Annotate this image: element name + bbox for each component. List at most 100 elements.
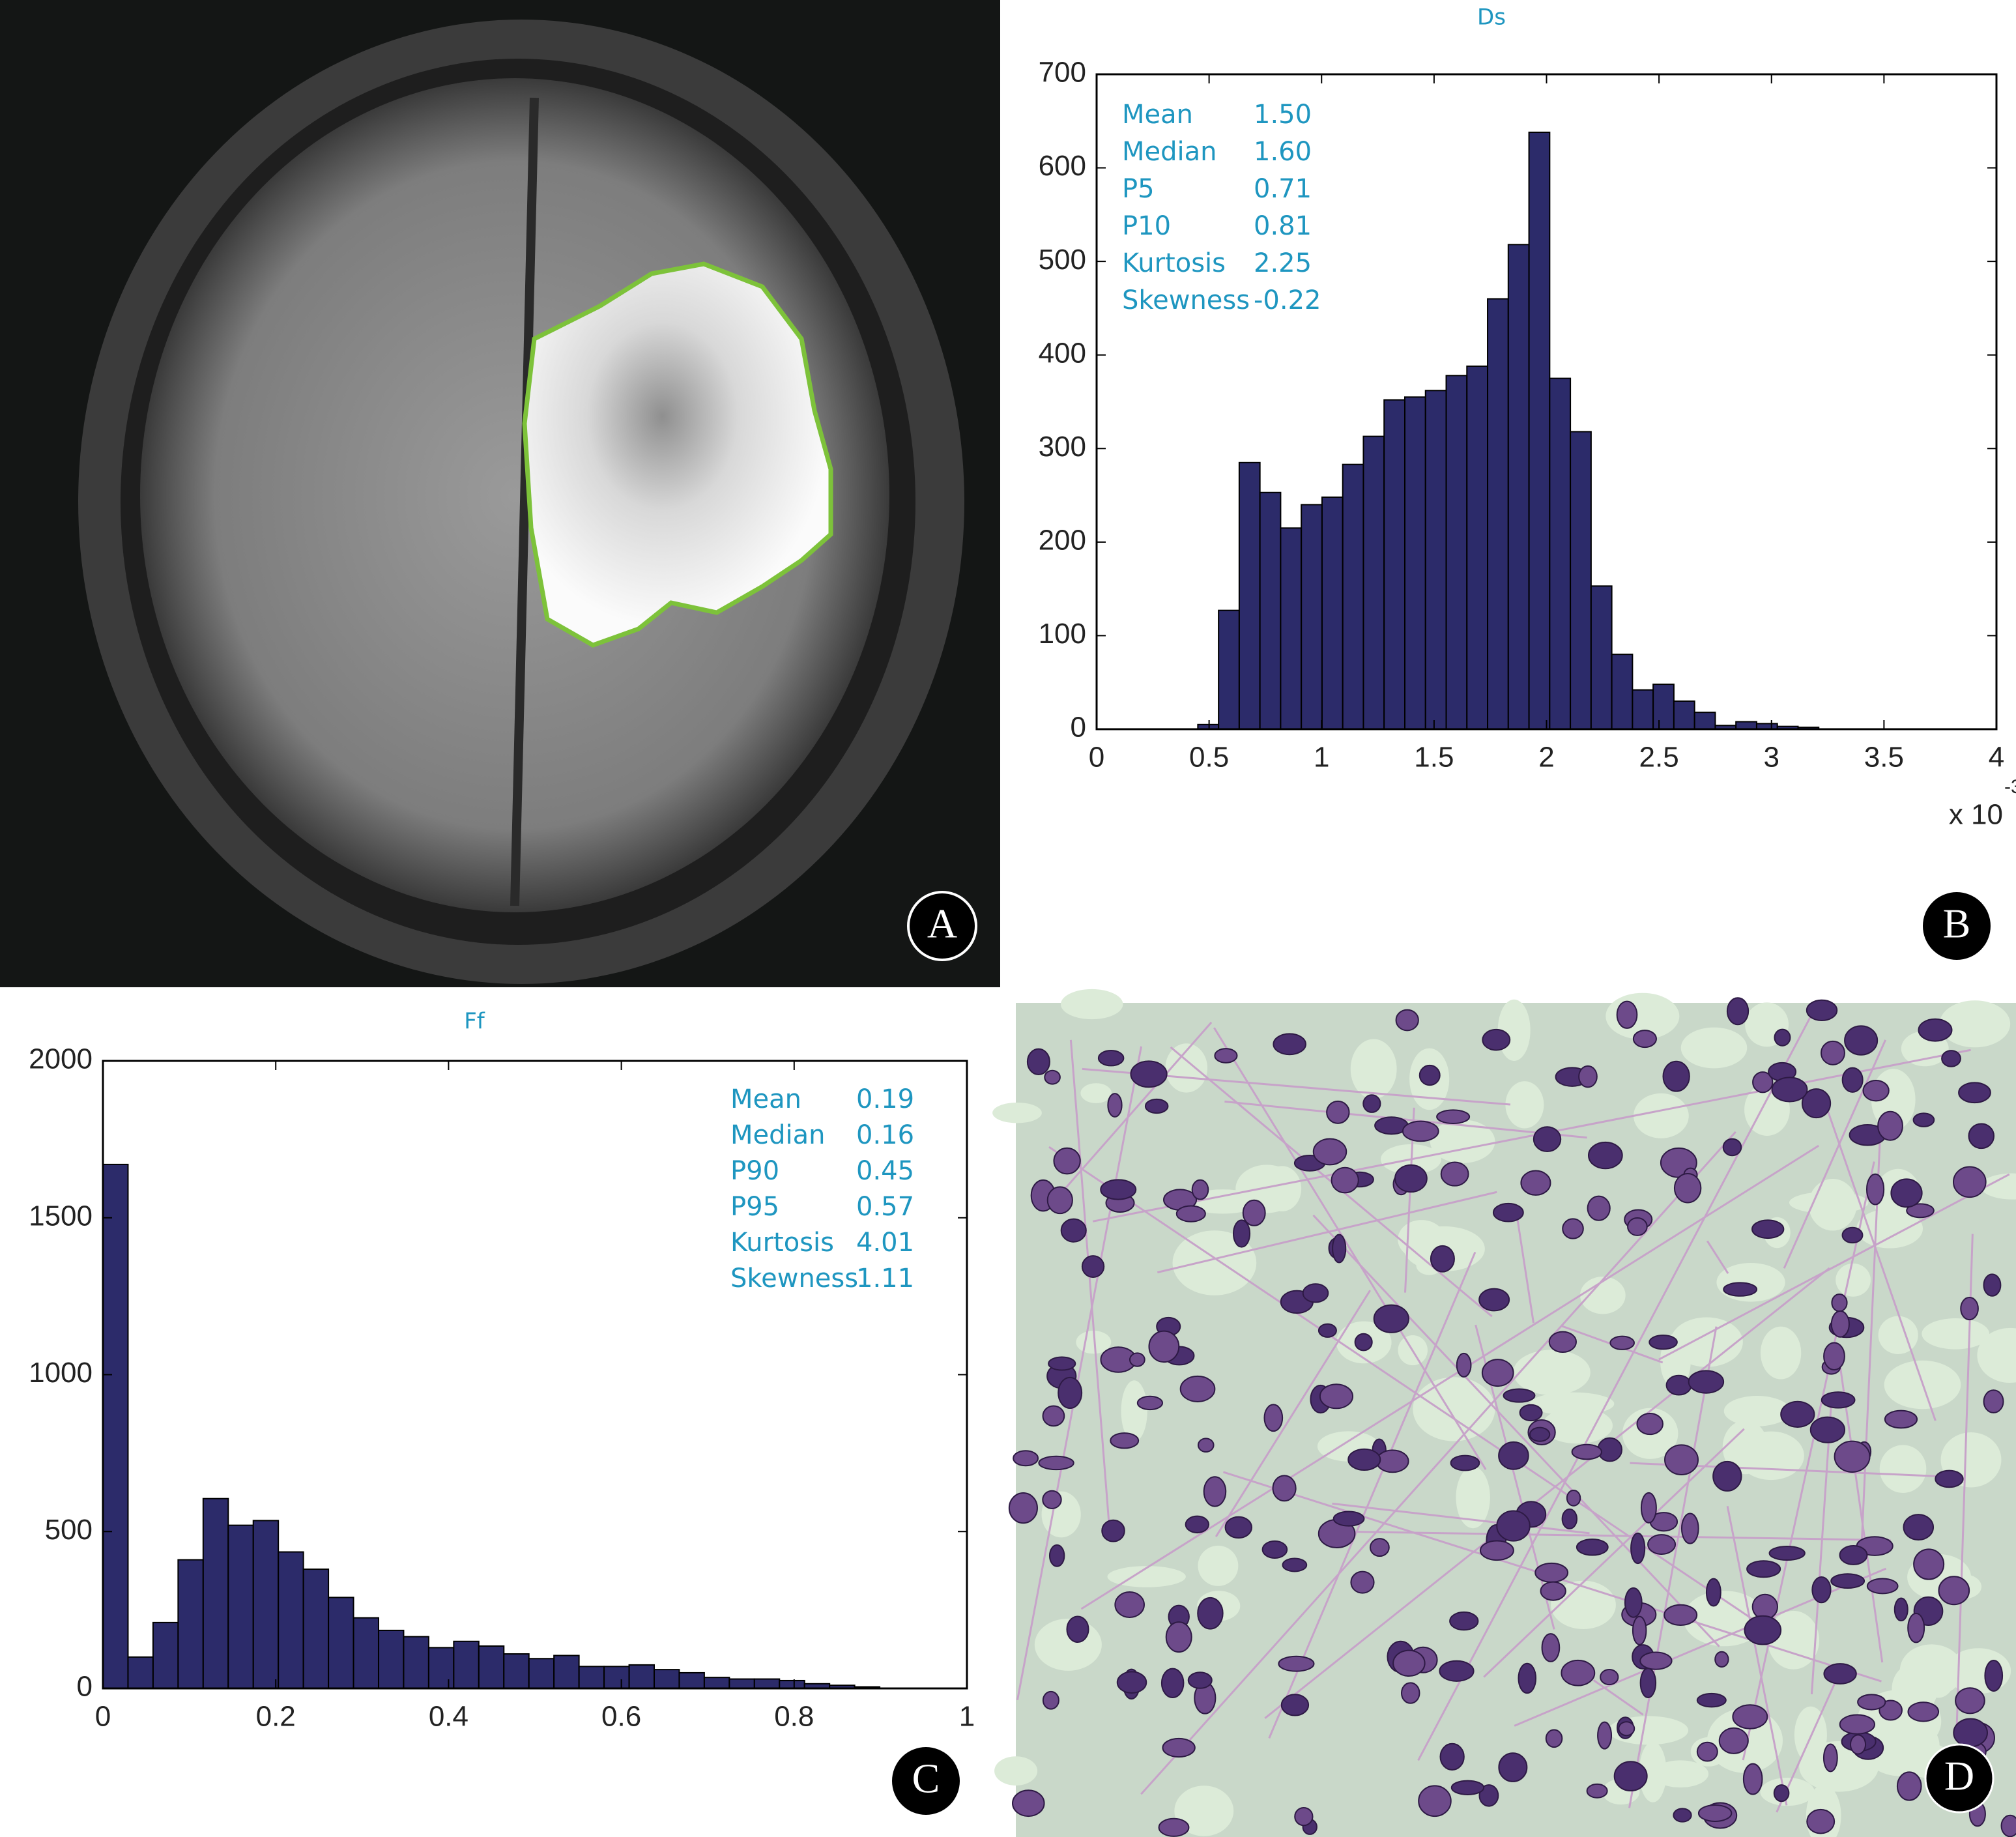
nucleus (1862, 1079, 1890, 1102)
nucleus (1960, 1297, 1979, 1321)
nucleus (1768, 1545, 1806, 1561)
nucleus (1718, 1727, 1749, 1754)
nucleus (1662, 1060, 1690, 1092)
nucleus (1548, 1331, 1577, 1353)
nucleus (1680, 1512, 1699, 1544)
nucleus (1664, 1444, 1699, 1475)
nucleus (1663, 1604, 1698, 1626)
nucleus (1081, 1255, 1105, 1278)
fiber (1016, 1046, 1143, 1701)
nucleus (1696, 1692, 1727, 1708)
stat-value: 0.19 (856, 1084, 914, 1114)
vacuole (1688, 1602, 1750, 1627)
x-tick-label: 2 (1538, 742, 1554, 774)
bar (1445, 375, 1468, 730)
bar (1280, 527, 1303, 730)
nucleus (1841, 1226, 1864, 1244)
nucleus (1191, 1179, 1209, 1200)
nucleus (1114, 1591, 1145, 1619)
vacuole (1505, 1081, 1544, 1129)
nucleus (1402, 1120, 1439, 1142)
nucleus (1354, 1333, 1373, 1352)
nucleus (1129, 1352, 1145, 1367)
nucleus (1282, 1557, 1308, 1572)
nucleus (1907, 1612, 1925, 1643)
nucleus (1242, 1199, 1266, 1226)
x-multiplier: x 10 (1949, 799, 2003, 831)
bar (1570, 431, 1592, 730)
nucleus (1830, 1310, 1850, 1338)
nucleus (1732, 1704, 1768, 1729)
nucleus (1498, 1752, 1528, 1782)
bar (453, 1640, 480, 1689)
stat-name: P95 (730, 1192, 779, 1222)
nucleus (1723, 1282, 1758, 1297)
nucleus (1331, 1166, 1359, 1194)
stat-value: 1.11 (856, 1264, 914, 1294)
nucleus (1811, 1576, 1832, 1604)
nucleus (1673, 1808, 1692, 1823)
vacuole (1456, 1466, 1490, 1529)
nucleus (1597, 1721, 1613, 1750)
x-tick-label: 1 (959, 1701, 975, 1733)
vacuole (1879, 1445, 1927, 1493)
nucleus (1955, 1687, 1985, 1714)
chart: Ff 0 500 1000 1500 2000 0 0.2 0.4 0.6 0.8 1 Mean 0.19… (29, 1009, 975, 1733)
vacuole (1398, 1220, 1446, 1259)
bar (177, 1559, 204, 1689)
nucleus (1884, 1410, 1918, 1429)
nucleus (1232, 1219, 1251, 1248)
nucleus (2000, 1814, 2016, 1837)
nucleus (1714, 1651, 1729, 1668)
fiber (1213, 1027, 1487, 1470)
bar (427, 1647, 455, 1690)
nucleus (1561, 1508, 1578, 1529)
nucleus (1841, 1067, 1864, 1093)
stat-name: P5 (1122, 174, 1155, 204)
nucleus (1600, 1668, 1619, 1686)
x-tick-label: 2.5 (1639, 742, 1679, 774)
nucleus (1821, 1391, 1856, 1409)
nucleus (1160, 1668, 1185, 1698)
nucleus (1953, 1718, 1988, 1748)
stat-name: Median (1122, 137, 1217, 167)
y-tick-label: 0 (77, 1671, 93, 1703)
nucleus (1751, 1219, 1785, 1239)
nucleus (1203, 1476, 1227, 1507)
nucleus (1520, 1170, 1551, 1196)
nucleus (1806, 1808, 1836, 1834)
panel-label-a: A (907, 891, 977, 961)
nucleus (1042, 1405, 1065, 1427)
nucleus (1809, 1416, 1846, 1443)
nucleus (1705, 1578, 1721, 1607)
nucleus (1503, 1388, 1536, 1403)
nucleus (1042, 1690, 1059, 1710)
label-circle (1924, 1743, 1994, 1814)
nucleus (1060, 1218, 1087, 1243)
nucleus (1632, 1030, 1657, 1049)
nucleus (1879, 1700, 1903, 1721)
nucleus (1896, 1771, 1922, 1801)
bar (152, 1621, 179, 1690)
histology-panel (992, 989, 2016, 1837)
fiber (1215, 1290, 1371, 1537)
vacuole (1529, 1392, 1615, 1415)
panel-label-b: B (1923, 892, 1991, 960)
nucleus (1938, 1576, 1970, 1606)
nucleus (1369, 1538, 1390, 1557)
stat-value: -0.22 (1254, 285, 1321, 315)
nucleus (1941, 1050, 1961, 1067)
vacuole (1080, 1083, 1112, 1103)
nucleus (1830, 1573, 1865, 1589)
vacuole (1174, 1786, 1234, 1836)
bar (1652, 684, 1675, 730)
vacuole (1198, 1545, 1239, 1586)
nucleus (1587, 1141, 1623, 1170)
stat-value: 1.50 (1254, 100, 1312, 130)
nucleus (1136, 1395, 1164, 1411)
nucleus (1712, 1460, 1742, 1492)
nucleus (1529, 1426, 1551, 1442)
bar (227, 1524, 254, 1690)
bar (1507, 244, 1530, 730)
